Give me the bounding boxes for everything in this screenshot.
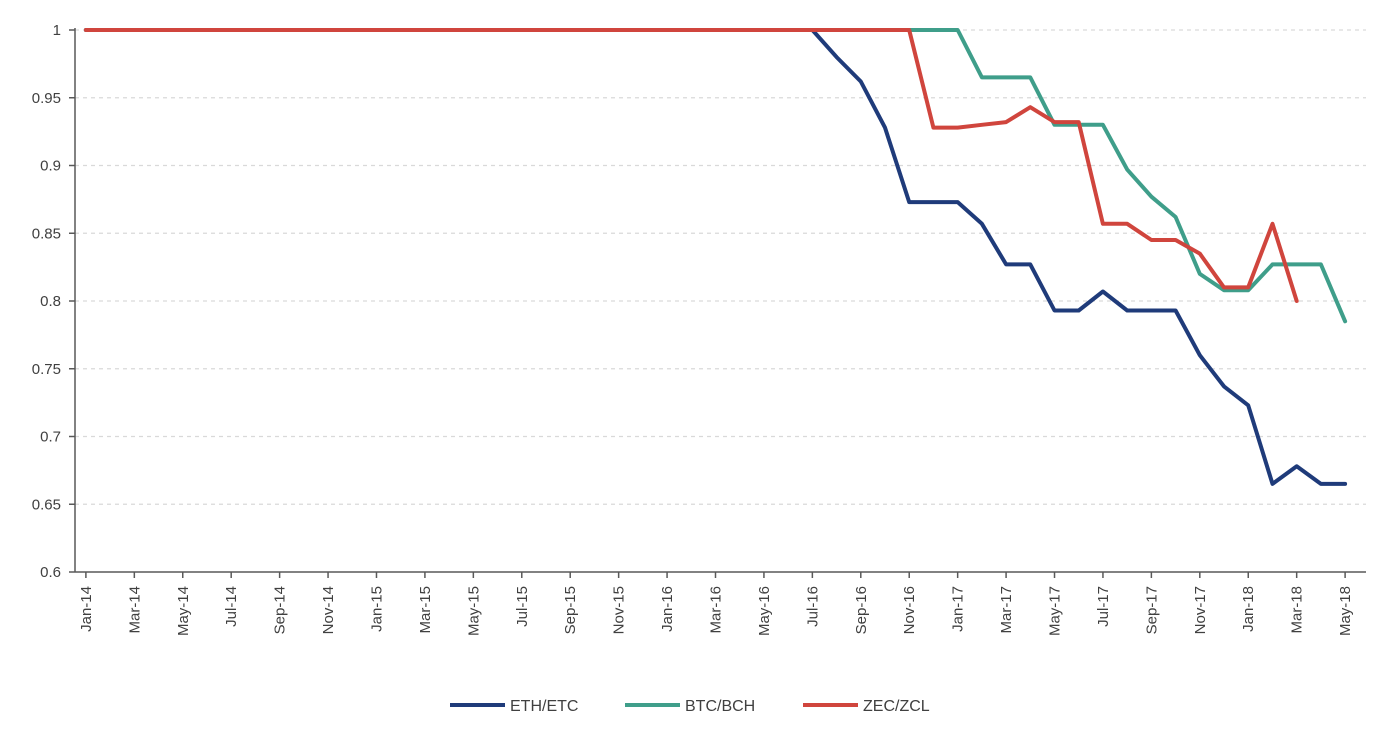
x-tick-label: Mar-17 xyxy=(998,586,1015,634)
legend-item: ZEC/ZCL xyxy=(803,698,930,715)
legend-label: ETH/ETC xyxy=(510,698,578,715)
y-axis-tick-labels: 0.6 0.65 0.7 0.75 0.8 0.85 0.9 0.95 1 xyxy=(32,22,75,581)
x-tick-label: Mar-16 xyxy=(708,586,725,634)
x-tick-label: Mar-15 xyxy=(417,586,434,634)
x-tick-label: Sep-17 xyxy=(1143,586,1160,634)
y-tick-label: 1 xyxy=(53,22,61,39)
series-line-btc-bch xyxy=(83,28,1348,324)
x-tick-label: May-14 xyxy=(175,586,192,636)
x-tick-label: Nov-14 xyxy=(320,586,337,634)
x-tick-label: Jul-14 xyxy=(223,586,240,627)
y-tick-label: 0.6 xyxy=(40,564,61,581)
series-line-eth-etc xyxy=(83,28,1348,486)
y-tick-label: 0.8 xyxy=(40,293,61,310)
x-tick-label: Jan-18 xyxy=(1240,586,1257,632)
legend-label: ZEC/ZCL xyxy=(863,698,930,715)
legend-item: BTC/BCH xyxy=(625,698,755,715)
y-gridlines xyxy=(75,29,1366,505)
x-tick-label: Sep-14 xyxy=(272,586,289,634)
series-lines xyxy=(83,28,1348,486)
x-tick-label: Sep-15 xyxy=(562,586,579,634)
y-tick-label: 0.65 xyxy=(32,496,61,513)
x-tick-label: Jan-16 xyxy=(659,586,676,632)
x-tick-label: Mar-18 xyxy=(1289,586,1306,634)
x-tick-label: Jul-16 xyxy=(804,586,821,627)
x-tick-label: May-15 xyxy=(465,586,482,636)
y-tick-label: 0.7 xyxy=(40,429,61,446)
y-tick-label: 0.9 xyxy=(40,158,61,175)
y-tick-label: 0.95 xyxy=(32,90,61,107)
axes xyxy=(74,28,1366,573)
legend-label: BTC/BCH xyxy=(685,698,755,715)
series-line-zec-zcl xyxy=(83,28,1299,303)
x-tick-label: May-18 xyxy=(1337,586,1354,636)
y-tick-label: 0.85 xyxy=(32,225,61,242)
x-tick-label: May-17 xyxy=(1047,586,1064,636)
x-tick-label: Jan-14 xyxy=(78,586,95,632)
y-tick-label: 0.75 xyxy=(32,361,61,378)
x-tick-label: Jul-15 xyxy=(514,586,531,627)
x-tick-label: Jan-17 xyxy=(950,586,967,632)
x-tick-label: Nov-15 xyxy=(611,586,628,634)
x-tick-label: Jul-17 xyxy=(1095,586,1112,627)
x-tick-label: Mar-14 xyxy=(126,586,143,634)
x-axis-tick-labels: Jan-14 Mar-14 May-14 Jul-14 Sep-14 Nov-14 Jan-… xyxy=(78,572,1354,636)
legend-item: ETH/ETC xyxy=(450,698,578,715)
x-tick-label: Nov-17 xyxy=(1192,586,1209,634)
x-tick-label: Sep-16 xyxy=(853,586,870,634)
x-tick-label: Jan-15 xyxy=(368,586,385,632)
x-tick-label: May-16 xyxy=(756,586,773,636)
legend: ETH/ETC BTC/BCH ZEC/ZCL xyxy=(450,698,930,715)
x-tick-label: Nov-16 xyxy=(901,586,918,634)
